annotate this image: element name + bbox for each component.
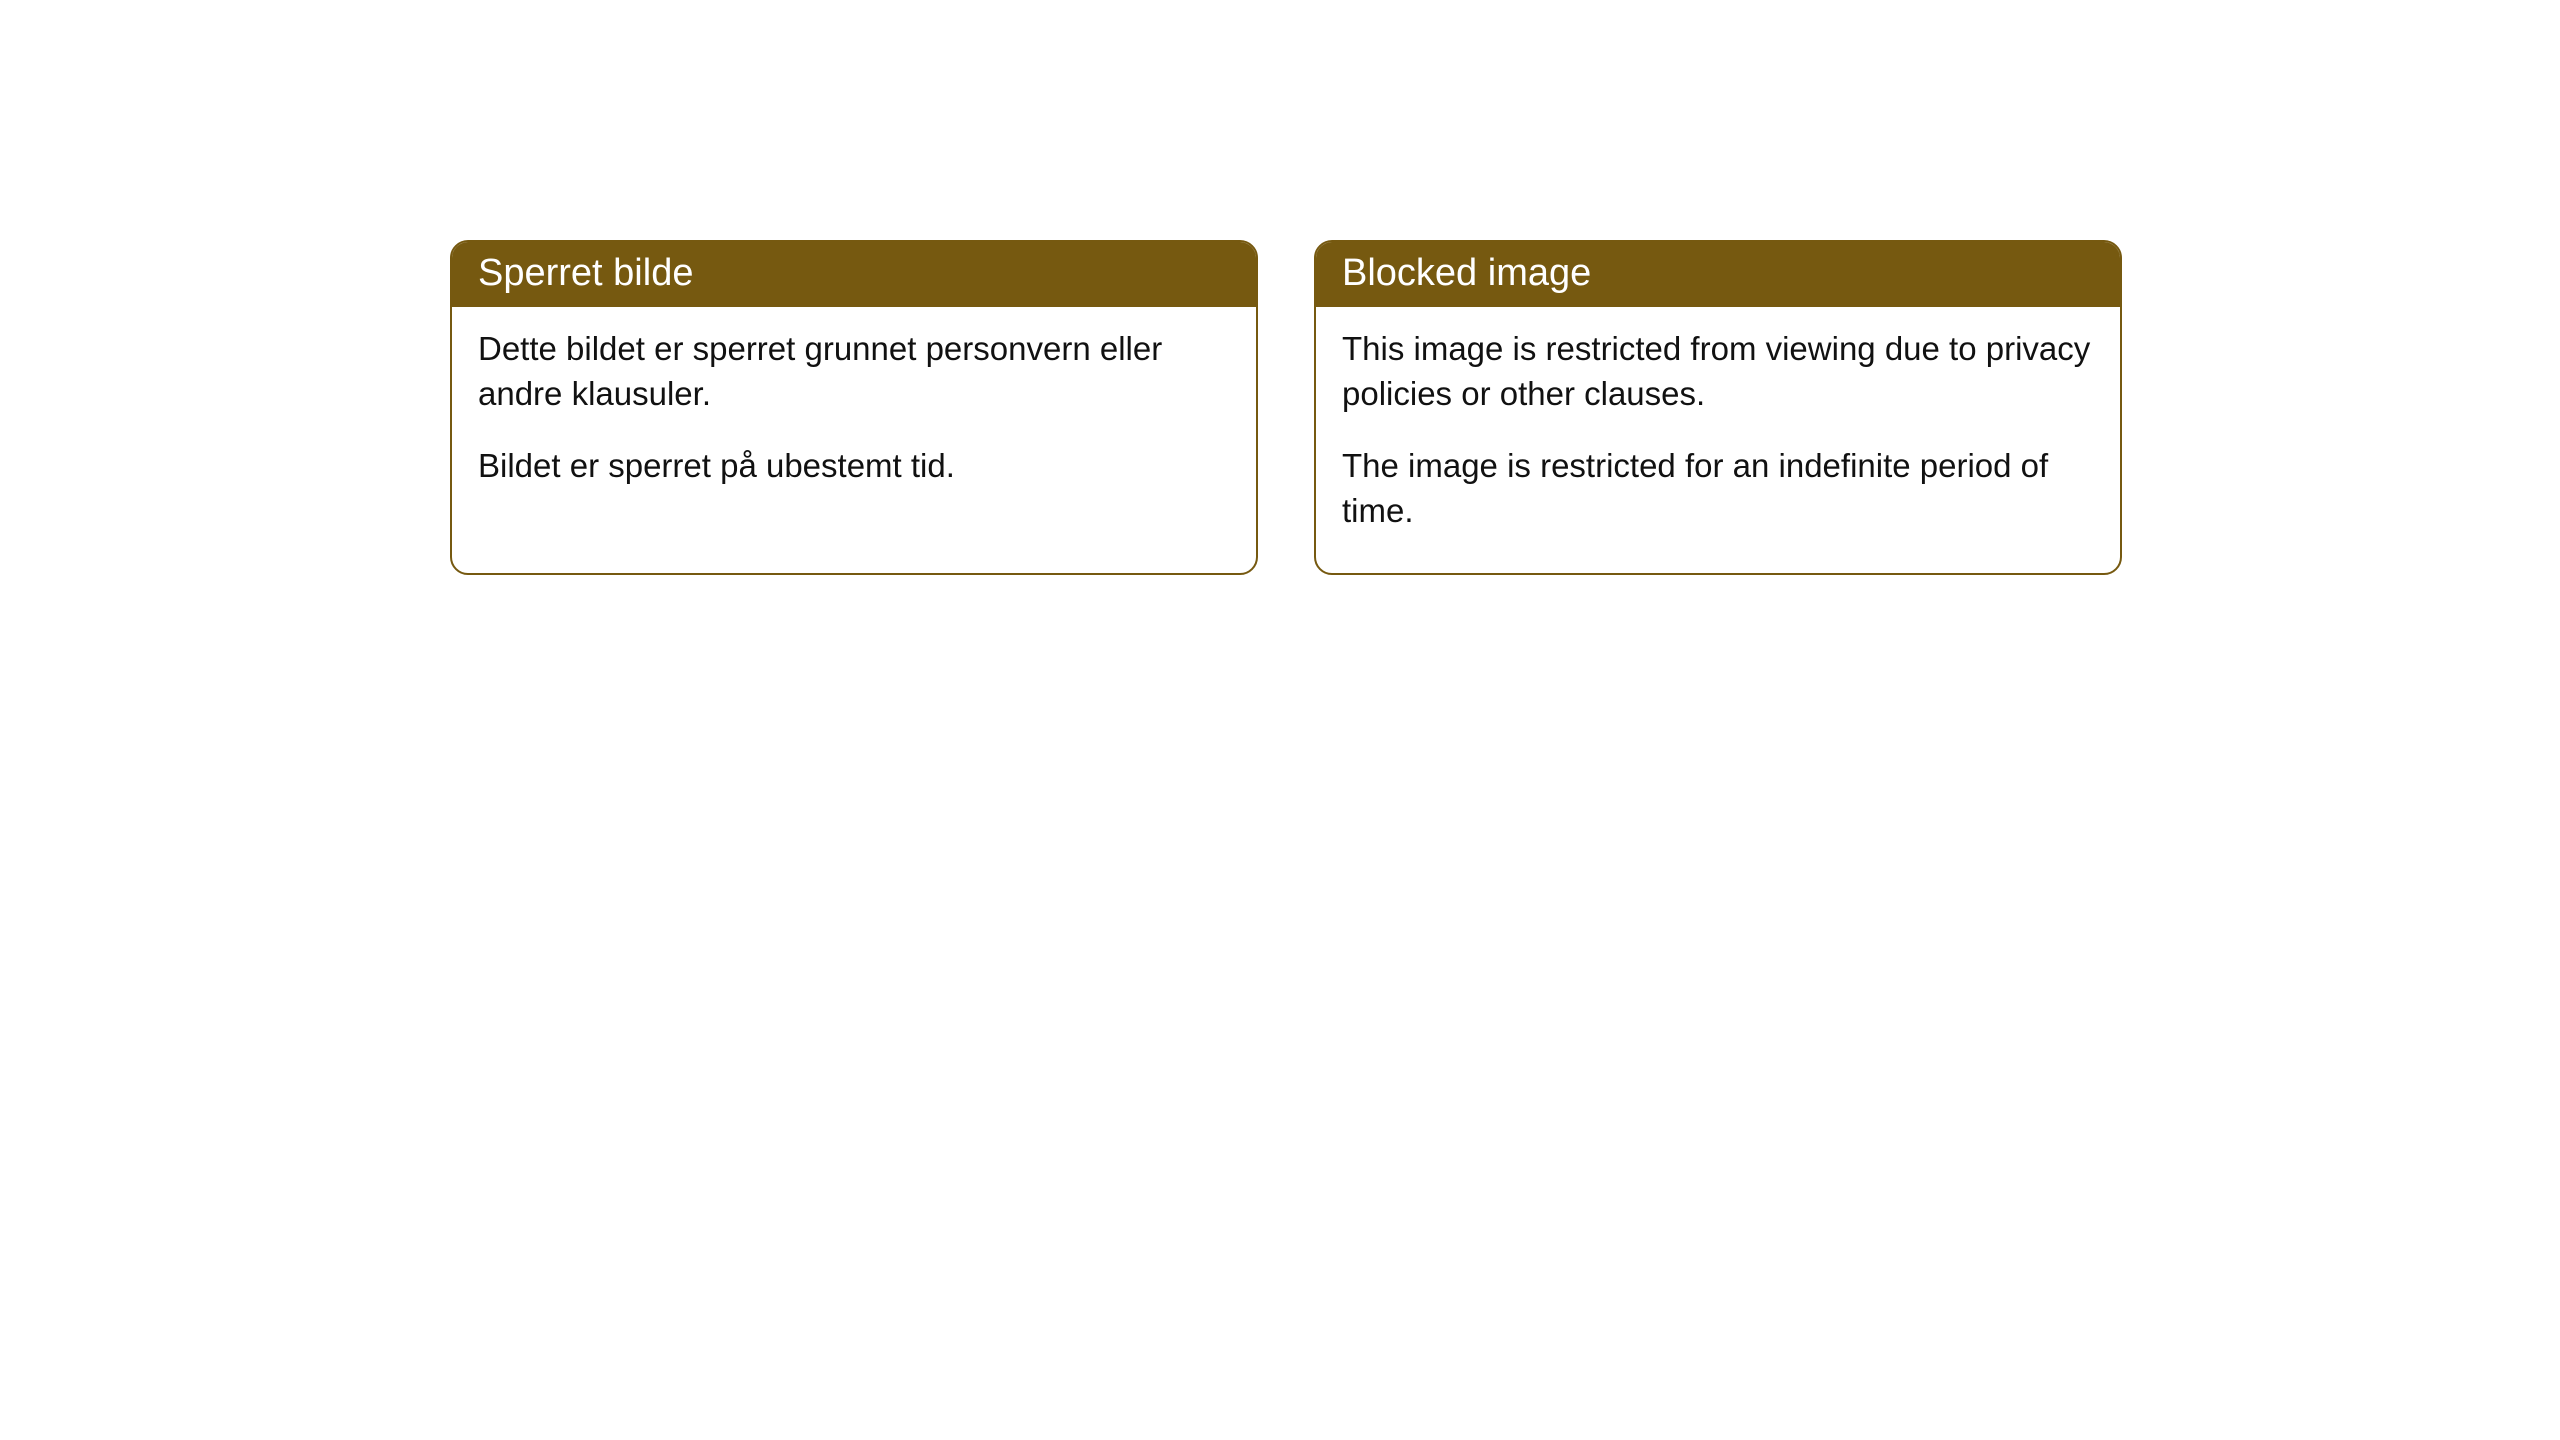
blocked-image-card-no: Sperret bilde Dette bildet er sperret gr…	[450, 240, 1258, 575]
card-header: Sperret bilde	[452, 242, 1256, 307]
card-body: This image is restricted from viewing du…	[1316, 307, 2120, 573]
notice-text-line1: Dette bildet er sperret grunnet personve…	[478, 327, 1230, 416]
card-body: Dette bildet er sperret grunnet personve…	[452, 307, 1256, 529]
notice-text-line2: The image is restricted for an indefinit…	[1342, 444, 2094, 533]
blocked-image-card-en: Blocked image This image is restricted f…	[1314, 240, 2122, 575]
notice-cards-container: Sperret bilde Dette bildet er sperret gr…	[450, 240, 2122, 575]
notice-text-line1: This image is restricted from viewing du…	[1342, 327, 2094, 416]
notice-text-line2: Bildet er sperret på ubestemt tid.	[478, 444, 1230, 489]
card-header: Blocked image	[1316, 242, 2120, 307]
